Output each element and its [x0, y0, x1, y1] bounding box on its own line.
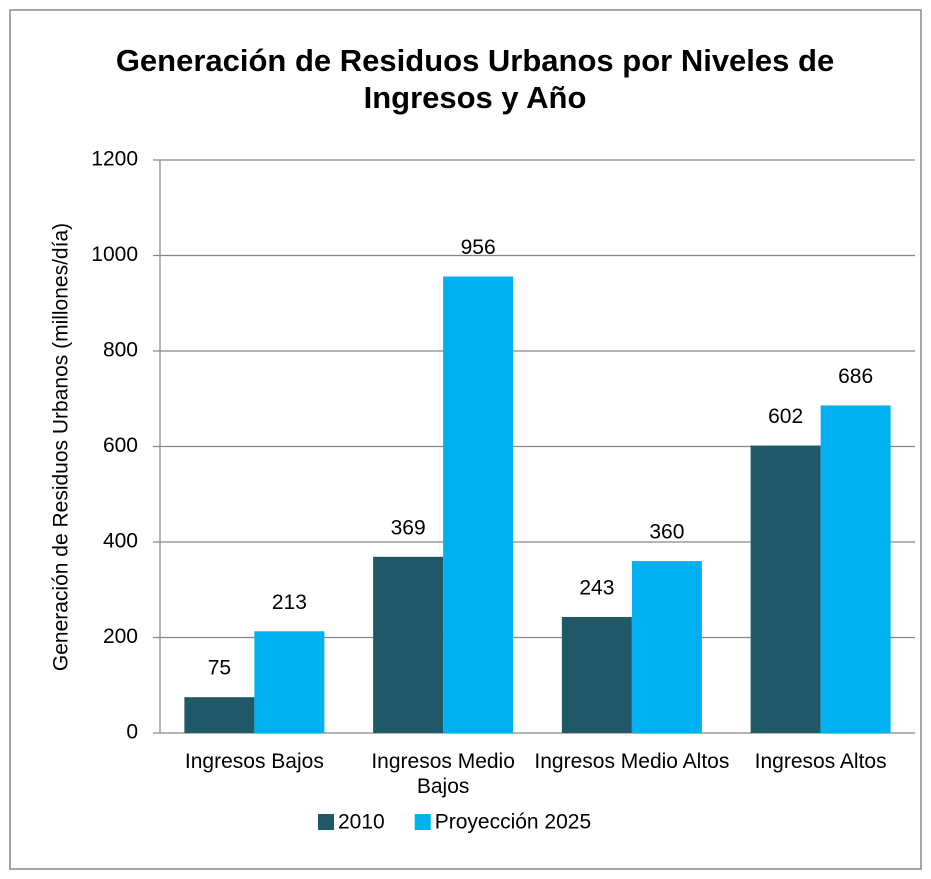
legend-swatch — [318, 814, 334, 830]
y-tick-label: 1000 — [91, 243, 138, 266]
data-label: 75 — [208, 657, 231, 680]
data-label: 360 — [649, 521, 684, 544]
y-axis-label: Generación de Residuos Urbanos (millones… — [50, 223, 73, 671]
x-tick-label: Ingresos Medio Bajos — [371, 750, 515, 799]
data-label: 243 — [579, 577, 614, 600]
bar — [373, 556, 444, 733]
data-label: 602 — [768, 405, 803, 428]
legend-label: 2010 — [338, 811, 385, 834]
y-tick-label: 600 — [103, 434, 138, 457]
y-tick-label: 1200 — [91, 148, 138, 171]
x-tick-label: Ingresos Medio Altos — [534, 750, 730, 773]
y-tick-label: 800 — [103, 339, 138, 362]
bar — [750, 445, 821, 733]
data-label: 369 — [391, 516, 426, 539]
legend-label: Proyección 2025 — [435, 811, 591, 834]
x-tick-label: Ingresos Bajos — [184, 750, 324, 773]
chart-title: Generación de Residuos Urbanos por Nivel… — [115, 43, 835, 116]
data-label: 956 — [461, 236, 496, 259]
bar — [631, 561, 702, 733]
x-tick-label: Ingresos Altos — [754, 750, 887, 773]
y-tick-label: 0 — [126, 721, 138, 744]
y-tick-label: 400 — [103, 530, 138, 553]
bar — [561, 616, 632, 733]
data-label: 213 — [272, 591, 307, 614]
bar — [443, 276, 514, 733]
bar — [184, 697, 255, 733]
legend-swatch — [414, 814, 431, 830]
y-tick-label: 200 — [103, 625, 138, 648]
data-label: 686 — [838, 365, 873, 388]
bar — [254, 631, 325, 733]
bar — [820, 405, 891, 733]
